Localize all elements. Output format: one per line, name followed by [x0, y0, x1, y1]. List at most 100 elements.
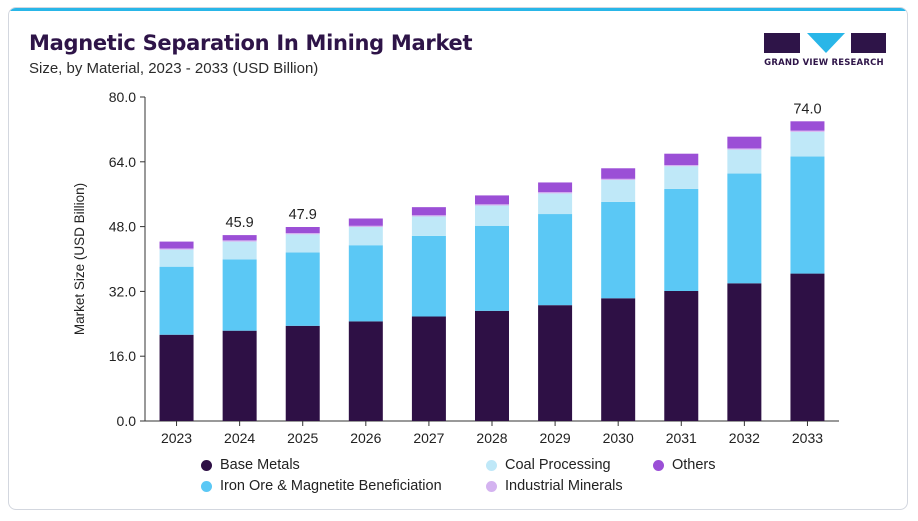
bar-segment-iron-ore: [727, 173, 762, 284]
bar-segment-base-metals: [222, 330, 257, 421]
bar-segment-coal-processing: [411, 216, 446, 236]
x-tick-label: 2025: [287, 430, 318, 446]
y-tick-label: 48.0: [109, 219, 136, 235]
bar-segment-industrial-minerals: [664, 165, 699, 167]
bar-segment-base-metals: [348, 321, 383, 421]
legend-label: Iron Ore & Magnetite Beneficiation: [220, 478, 442, 494]
y-tick-label: 0.0: [117, 413, 137, 429]
x-tick-label: 2023: [161, 430, 192, 446]
bar-segment-iron-ore: [222, 259, 257, 331]
chart-card: Magnetic Separation In Mining Market Siz…: [8, 7, 908, 510]
bar-segment-coal-processing: [222, 241, 257, 260]
bar-segment-industrial-minerals: [411, 215, 446, 217]
legend-swatch: [201, 459, 212, 471]
bar-segment-iron-ore: [285, 252, 320, 326]
bar-segment-iron-ore: [475, 225, 509, 311]
bar-segment-coal-processing: [790, 131, 825, 157]
y-tick-label: 16.0: [109, 348, 136, 364]
x-tick-label: 2027: [413, 430, 444, 446]
bar-segment-others: [538, 182, 573, 193]
logo-text: GRAND VIEW RESEARCH: [764, 58, 884, 68]
bar-segment-base-metals: [159, 334, 194, 421]
bar-segment-industrial-minerals: [601, 178, 636, 181]
bar-segment-base-metals: [664, 290, 699, 421]
logo-mark-icon: [764, 33, 886, 53]
bar-segment-base-metals: [285, 325, 320, 421]
legend-label: Industrial Minerals: [505, 478, 623, 494]
data-label: 45.9: [226, 215, 254, 231]
bar-segment-coal-processing: [601, 180, 636, 202]
legend-item-iron-ore: Iron Ore & Magnetite Beneficiation: [201, 478, 442, 494]
bar-segment-coal-processing: [538, 193, 573, 215]
bar-segment-iron-ore: [790, 156, 825, 274]
legend-swatch: [201, 480, 212, 492]
bar-segment-industrial-minerals: [222, 240, 257, 242]
bar-segment-base-metals: [411, 316, 446, 421]
bar-segment-coal-processing: [475, 205, 509, 226]
bar-segment-others: [159, 241, 194, 249]
data-label: 47.9: [289, 207, 317, 223]
x-tick-label: 2033: [792, 430, 823, 446]
bar-segment-iron-ore: [601, 201, 636, 299]
legend: Base Metals Coal Processing Others Iron …: [201, 457, 761, 501]
legend-label: Others: [672, 457, 716, 473]
bar-segment-industrial-minerals: [727, 148, 762, 150]
bar-segment-coal-processing: [727, 149, 762, 174]
legend-item-coal-processing: Coal Processing: [486, 457, 611, 473]
bar-segment-others: [411, 207, 446, 216]
bar-segment-others: [348, 218, 383, 226]
bar-segment-industrial-minerals: [790, 130, 825, 132]
legend-swatch: [486, 459, 497, 471]
bar-segment-others: [222, 235, 257, 241]
legend-label: Coal Processing: [505, 457, 611, 473]
bar-segment-others: [727, 136, 762, 149]
bar-segment-iron-ore: [664, 188, 699, 291]
legend-item-base-metals: Base Metals: [201, 457, 300, 473]
legend-item-others: Others: [653, 457, 716, 473]
x-tick-label: 2032: [729, 430, 760, 446]
x-tick-label: 2028: [476, 430, 507, 446]
legend-item-industrial-minerals: Industrial Minerals: [486, 478, 623, 494]
legend-swatch: [653, 459, 664, 471]
bar-segment-coal-processing: [348, 227, 383, 246]
legend-swatch: [486, 480, 497, 492]
bar-segment-others: [285, 227, 320, 234]
bar-segment-iron-ore: [538, 214, 573, 306]
x-tick-label: 2026: [350, 430, 381, 446]
x-tick-label: 2029: [540, 430, 571, 446]
x-tick-label: 2030: [603, 430, 634, 446]
legend-label: Base Metals: [220, 457, 300, 473]
bar-segment-others: [790, 121, 825, 131]
x-tick-label: 2024: [224, 430, 255, 446]
bar-segment-industrial-minerals: [475, 204, 509, 206]
bar-segment-industrial-minerals: [538, 192, 573, 194]
stacked-bar-chart: 0.0 16.0 32.0 48.0 64.0 80.0 Market Size (USD …: [72, 89, 839, 446]
bar-segment-coal-processing: [664, 166, 699, 189]
bar-segment-base-metals: [727, 283, 762, 421]
bar-segment-base-metals: [601, 298, 636, 421]
bar-segment-iron-ore: [159, 266, 194, 335]
grand-view-research-logo: GRAND VIEW RESEARCH: [759, 30, 889, 78]
bar-segment-base-metals: [475, 310, 509, 421]
bar-segment-industrial-minerals: [348, 225, 383, 228]
bar-segment-base-metals: [538, 305, 573, 421]
data-label: 74.0: [793, 101, 821, 117]
bar-segment-industrial-minerals: [285, 233, 320, 235]
bar-segment-industrial-minerals: [159, 248, 194, 250]
bar-segment-others: [475, 195, 509, 205]
bar-segment-iron-ore: [348, 245, 383, 322]
accent-bar: [9, 8, 907, 11]
bar-segment-coal-processing: [285, 234, 320, 253]
chart-title: Magnetic Separation In Mining Market: [29, 31, 473, 55]
x-tick-label: 2031: [666, 430, 697, 446]
bar-segment-base-metals: [790, 273, 825, 421]
bar-segment-iron-ore: [411, 235, 446, 317]
y-tick-label: 32.0: [109, 283, 136, 299]
chart-subtitle: Size, by Material, 2023 - 2033 (USD Bill…: [29, 60, 319, 77]
bar-segment-others: [601, 168, 636, 179]
y-tick-label: 80.0: [109, 89, 136, 105]
bar-segment-others: [664, 153, 699, 166]
bar-segment-coal-processing: [159, 249, 194, 267]
y-tick-label: 64.0: [109, 154, 136, 170]
y-axis-title: Market Size (USD Billion): [72, 183, 87, 335]
